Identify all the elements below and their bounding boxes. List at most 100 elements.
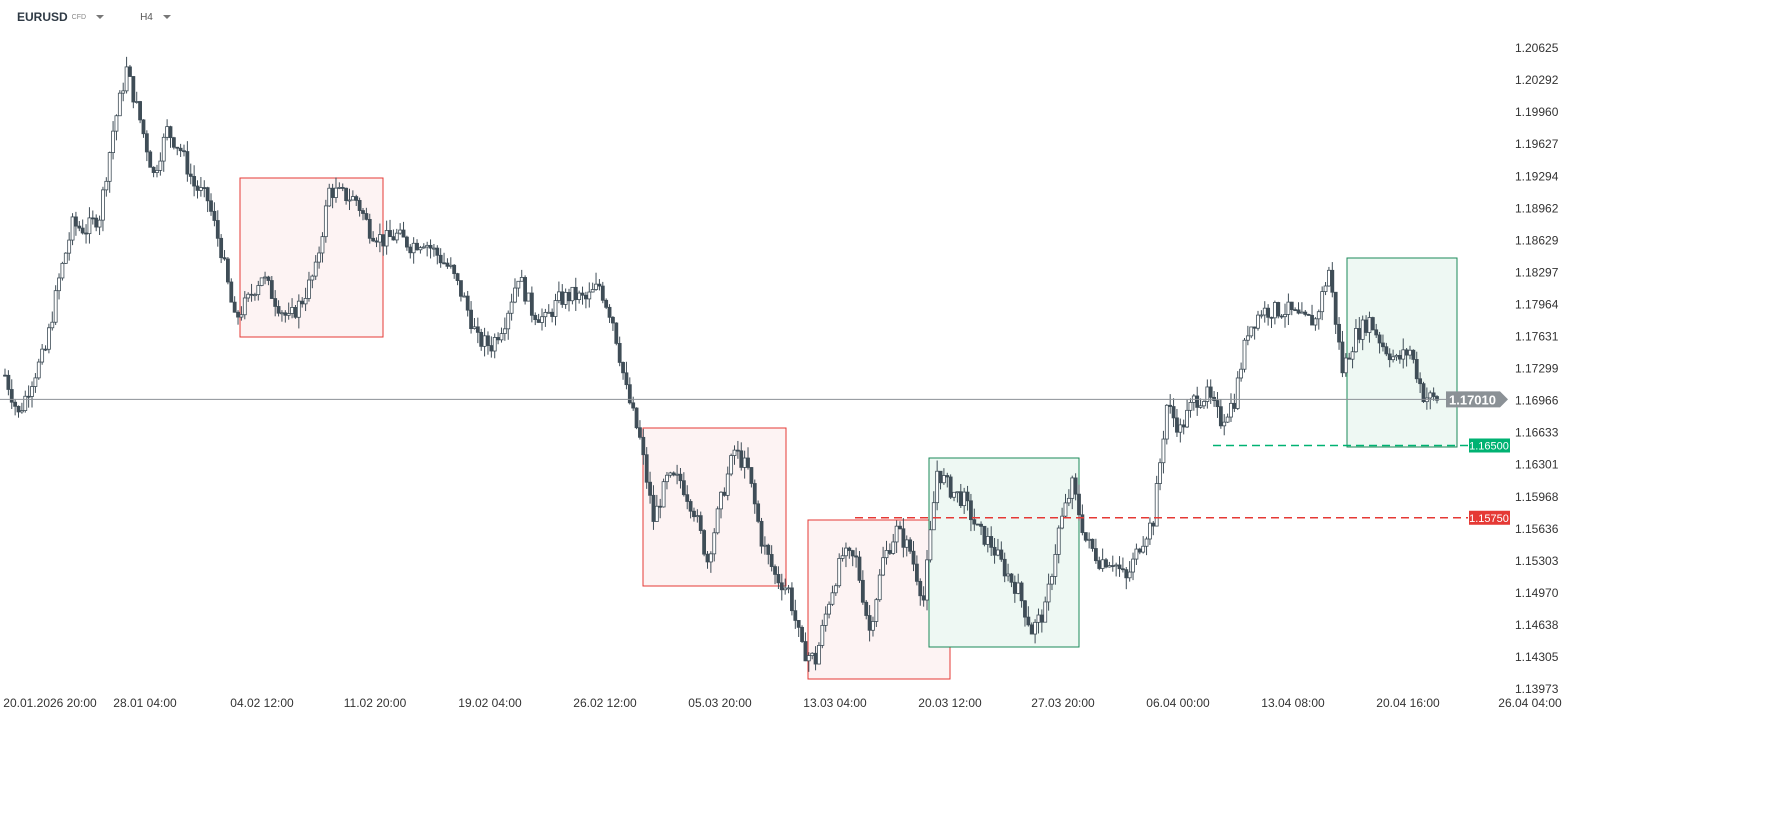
candle-body [9,389,14,403]
candle-body [131,76,136,103]
candle-body [749,467,754,484]
candle-body [671,472,676,476]
candle-body [1381,342,1385,348]
candle-body [638,427,642,438]
candle-body [996,549,1000,556]
candle-body [90,217,95,220]
candle-body [192,176,197,187]
candle-body [171,137,176,148]
candle-body [486,335,490,346]
candle-body [1300,311,1304,314]
x-tick-label: 06.04 00:00 [1146,696,1210,710]
candle-body [1158,462,1162,484]
y-tick-label: 1.20625 [1515,41,1559,55]
timeframe-selector[interactable]: H4 [140,11,153,23]
candle-body [614,322,619,344]
candle-body [1107,565,1112,568]
candle-body [668,472,673,476]
candle-body [47,327,51,350]
candle-body [36,361,41,379]
zone-box-red [239,177,384,338]
level-price-label: 1.16500 [1469,440,1509,452]
candle-body [205,187,210,202]
candle-body [300,300,305,305]
candle-body [259,277,264,286]
y-tick-label: 1.13973 [1515,682,1559,696]
candle-body [1387,353,1392,361]
candle-body [529,292,534,316]
candle-body [617,343,622,363]
candle-body [148,151,153,168]
candle-body [53,290,58,323]
candle-body [796,620,801,628]
candle-body [1357,328,1362,340]
candle-body [107,152,112,182]
candle-body [729,455,734,475]
candle-body [725,473,730,496]
candle-body [158,160,163,171]
candle-body [1310,314,1314,326]
candle-body [70,216,75,241]
candle-body [742,457,747,468]
candle-body [337,187,342,189]
candle-body [1171,406,1176,419]
candle-body [644,454,649,483]
candle-body [448,264,453,267]
candle-body [94,217,99,228]
candle-body [3,374,7,377]
candle-body [1435,396,1439,401]
candle-body [1431,392,1436,397]
candle-body [1026,616,1031,626]
candle-body [1168,404,1173,407]
candle-body [871,621,875,631]
candle-body [975,523,980,526]
candle-body [303,298,308,305]
candle-body [779,582,784,591]
candle-body [550,311,555,317]
candle-body [1418,378,1423,385]
candle-body [182,150,186,153]
candle-body [786,587,791,590]
candle-body [864,601,869,616]
y-tick-label: 1.18629 [1515,233,1559,247]
candle-body [563,292,568,305]
timeframe-dropdown-icon[interactable] [162,15,171,19]
candle-body [675,473,679,476]
candle-body [1002,558,1007,577]
candle-body [634,407,639,429]
candle-body [499,333,504,341]
candle-body [198,187,203,191]
candle-body [236,311,240,318]
candle-body [965,491,970,502]
candle-body [334,187,338,198]
candle-body [1077,493,1081,516]
candle-body [418,247,423,251]
candle-body [756,503,761,522]
candle-body [776,574,781,584]
candle-body [57,277,61,292]
candle-body [1370,317,1375,331]
candle-body [577,292,582,300]
candle-body [860,579,865,603]
candle-body [1087,538,1092,541]
candle-body [732,449,737,456]
candle-body [708,553,713,563]
candle-body [513,287,517,303]
candle-body [246,293,251,299]
symbol-name[interactable]: EURUSD [17,10,68,24]
candle-body [678,473,683,482]
y-tick-label: 1.14305 [1515,650,1559,664]
candle-body [594,283,598,290]
symbol-dropdown-icon[interactable] [96,15,105,19]
candle-body [1009,573,1014,583]
candle-body [452,264,457,275]
candle-body [391,236,396,241]
candle-body [1391,356,1395,361]
candle-body [921,595,926,601]
candle-body [590,289,595,293]
candle-body [867,615,872,631]
candle-body [1178,424,1183,433]
candle-body [904,539,909,548]
candle-body [364,213,369,220]
